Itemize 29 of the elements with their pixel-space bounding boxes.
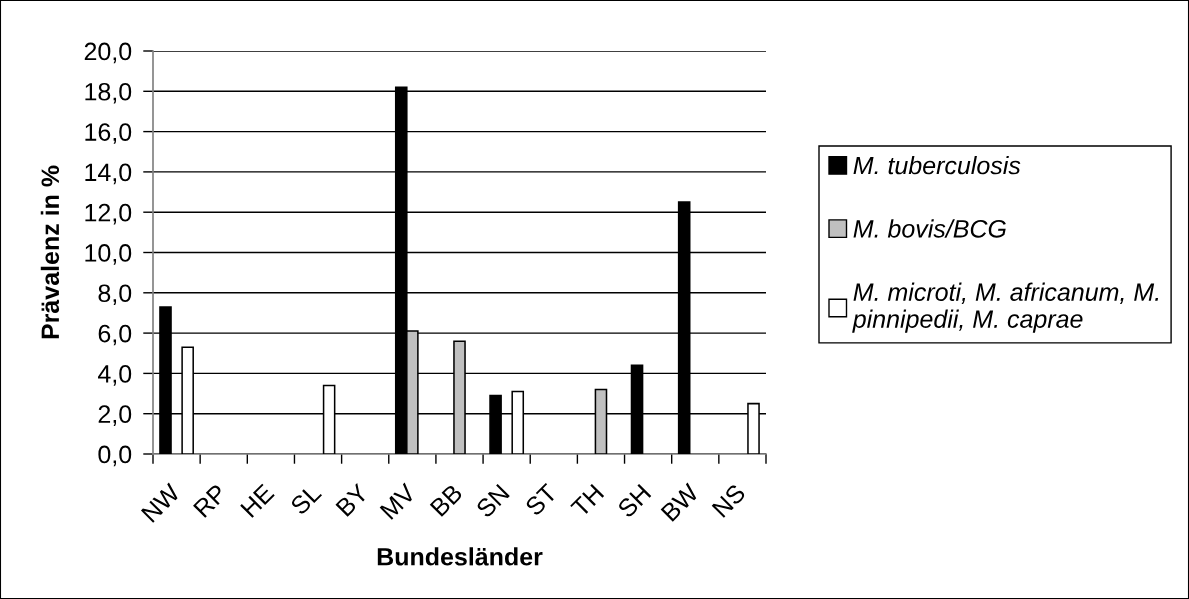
x-tick-label: TH: [570, 483, 605, 518]
y-tick-label: 14,0: [85, 163, 132, 185]
x-tick-label: SH: [616, 483, 652, 519]
x-tick-label: NS: [711, 483, 747, 518]
y-tick-label: 0,0: [98, 445, 132, 467]
y-tick-label: 2,0: [98, 405, 132, 426]
y-tick-label: 16,0: [85, 123, 132, 144]
x-tick-label: HE: [240, 483, 275, 518]
x-tick-label: BB: [429, 483, 464, 517]
y-tick-label: 4,0: [97, 365, 132, 386]
y-axis-title: Prävalenz in %: [40, 165, 60, 339]
y-tick-label: 12,0: [85, 203, 132, 225]
legend-label: M. bovis/BCG: [853, 219, 1006, 238]
y-tick-label: 8,0: [98, 284, 132, 306]
x-tick-label: BW: [660, 482, 700, 522]
legend-label: M. microti, M. africanum, M. pinnipedii, M. caprae: [852, 282, 1159, 333]
y-tick-label: 20,0: [84, 42, 132, 64]
x-tick-label: ST: [524, 482, 559, 517]
x-tick-label: RP: [193, 483, 228, 518]
x-tick-label: SL: [289, 482, 323, 516]
x-tick-label: MV: [379, 482, 417, 520]
legend-label: M. tuberculosis: [853, 156, 1021, 175]
x-tick-label: SN: [475, 483, 510, 519]
y-tick-label: 10,0: [85, 244, 132, 265]
y-tick-label: 18,0: [85, 82, 132, 104]
x-tick-label: BY: [335, 482, 370, 517]
x-tick-label: NW: [140, 482, 182, 523]
x-axis-title: Bundesländer: [377, 547, 543, 566]
y-tick-label: 6,0: [98, 324, 132, 346]
